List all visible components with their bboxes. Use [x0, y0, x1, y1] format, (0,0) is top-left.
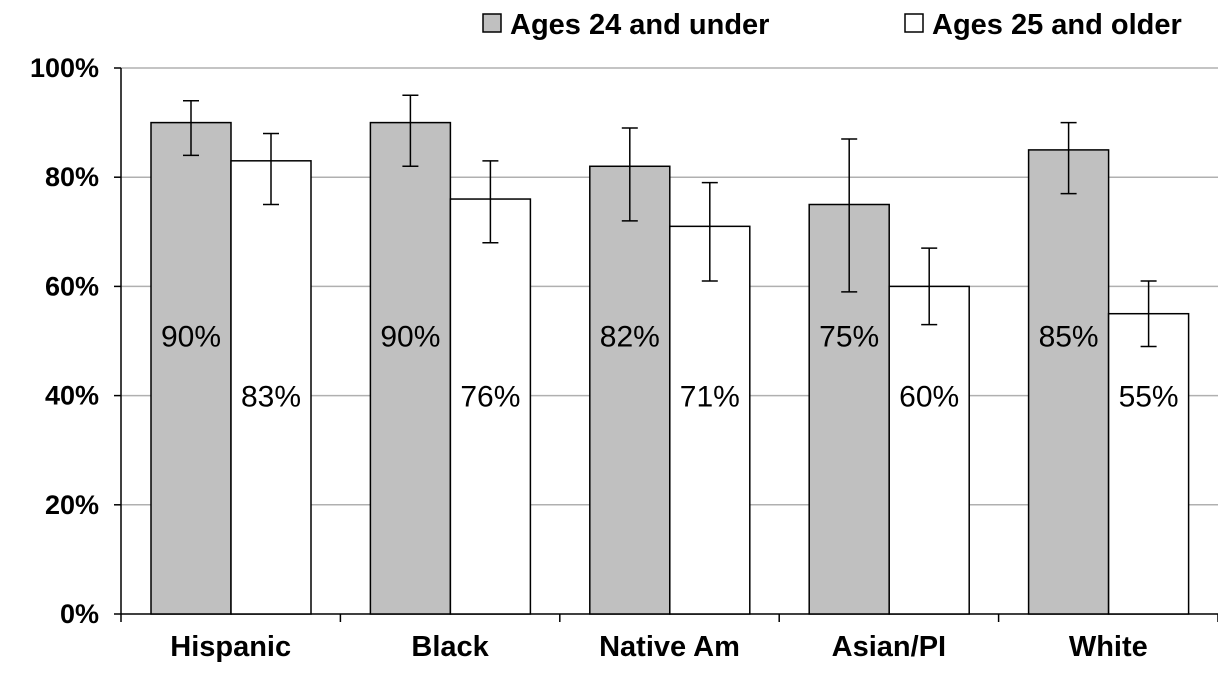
data-label: 90% [161, 320, 221, 353]
data-label: 75% [819, 320, 879, 353]
category-label: Native Am [599, 631, 740, 663]
y-tick-label: 40% [45, 381, 99, 411]
bar-25-and-older [669, 225, 751, 615]
category-label: Black [411, 631, 489, 663]
data-label: 90% [380, 320, 440, 353]
y-tick-label: 100% [30, 53, 99, 83]
bar-25-and-older [1107, 312, 1190, 615]
y-tick-label: 20% [45, 490, 99, 520]
data-label: 71% [680, 381, 740, 414]
bar-under-24 [589, 165, 671, 615]
bar-under-24 [369, 121, 452, 615]
data-label: 60% [899, 381, 959, 414]
legend-label: Ages 24 and under [510, 9, 769, 41]
bar-under-24 [1027, 149, 1110, 615]
legend-label: Ages 25 and older [932, 9, 1182, 41]
category-label: White [1069, 631, 1148, 663]
y-tick-label: 60% [45, 271, 99, 301]
legend-swatch [482, 13, 502, 33]
category-label: Asian/PI [832, 631, 946, 663]
bar-25-and-older [888, 285, 970, 615]
data-label: 82% [600, 320, 660, 353]
bar-25-and-older [449, 198, 532, 615]
data-label: 85% [1039, 320, 1099, 353]
legend-swatch [904, 13, 924, 33]
data-label: 76% [460, 381, 520, 414]
data-label: 83% [241, 381, 301, 414]
data-label: 55% [1119, 381, 1179, 414]
bar-25-and-older [230, 160, 312, 615]
category-label: Hispanic [170, 631, 291, 663]
y-tick-label: 80% [45, 162, 99, 192]
y-tick-label: 0% [60, 599, 99, 629]
bar-under-24 [150, 121, 232, 615]
